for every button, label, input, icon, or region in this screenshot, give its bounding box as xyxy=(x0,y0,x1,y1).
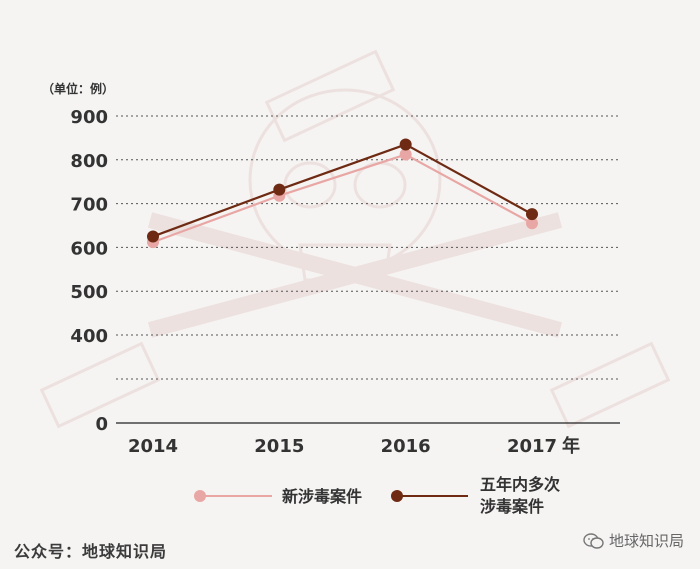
data-point-series-1 xyxy=(526,217,538,230)
x-tick-label: 2015 xyxy=(254,436,304,457)
y-tick-label: 400 xyxy=(70,326,108,347)
series-line-2 xyxy=(152,143,533,238)
data-point-series-2 xyxy=(273,183,286,196)
y-tick-label: 500 xyxy=(70,282,108,303)
legend-swatch-dot-2 xyxy=(391,490,403,502)
wechat-icon xyxy=(583,532,604,549)
data-point-series-2 xyxy=(147,230,159,243)
y-tick-label: 800 xyxy=(70,151,108,172)
x-tick-label: 2014 xyxy=(128,436,178,457)
series-lines xyxy=(147,138,538,249)
x-tick-label: 2016 xyxy=(381,436,431,457)
legend-label-2-line2: 涉毒案件 xyxy=(480,497,544,516)
x-axis-ticks: 2014 2015 2016 2017 年 xyxy=(128,435,580,457)
data-point-series-2 xyxy=(399,138,412,151)
y-axis-ticks: 0 400 500 600 700 800 900 xyxy=(70,107,108,435)
legend: 新涉毒案件 五年内多次 涉毒案件 xyxy=(194,475,560,516)
series-line-1 xyxy=(152,153,533,244)
x-tick-label: 2017 xyxy=(507,436,557,457)
background-watermark xyxy=(39,49,671,429)
data-point-series-1 xyxy=(399,148,412,161)
watermark-text: 地球知识局 xyxy=(608,532,684,550)
y-tick-label: 700 xyxy=(70,195,108,216)
legend-label-1: 新涉毒案件 xyxy=(282,487,362,506)
legend-swatch-dot-1 xyxy=(194,490,206,502)
y-tick-label: 0 xyxy=(95,414,108,435)
y-tick-label: 900 xyxy=(70,107,108,128)
legend-label-2-line1: 五年内多次 xyxy=(480,475,560,494)
data-point-series-2 xyxy=(526,208,538,221)
x-axis-unit-suffix: 年 xyxy=(562,435,580,457)
y-tick-label: 600 xyxy=(70,238,108,259)
source-label: 公众号：地球知识局 xyxy=(14,542,168,561)
unit-label: （单位：例） xyxy=(42,81,114,96)
watermark-label: 地球知识局 xyxy=(583,530,684,551)
grid-lines xyxy=(116,115,620,380)
